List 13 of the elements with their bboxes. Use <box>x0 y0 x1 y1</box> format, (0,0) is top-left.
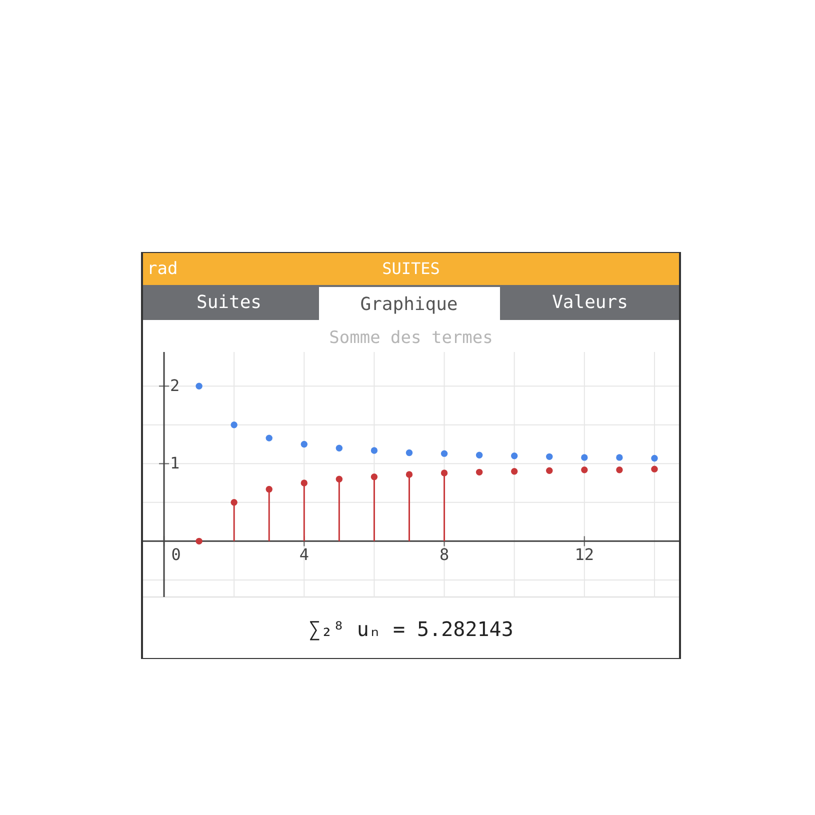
text: rad <box>147 259 178 279</box>
text: SUITES <box>382 259 440 278</box>
text: Valeurs <box>552 292 628 313</box>
text: Graphique <box>360 294 458 315</box>
x-tick-label: 8 <box>439 545 450 564</box>
text: Suites <box>196 292 262 313</box>
x-tick-label: 0 <box>171 545 181 564</box>
y-tick-label: 1 <box>170 454 180 473</box>
x-tick-label: 4 <box>299 545 309 564</box>
text: ∑₂⁸ uₙ = 5.282143 <box>308 617 514 641</box>
x-tick-label: 12 <box>574 545 594 564</box>
y-tick-label: 2 <box>170 376 180 396</box>
chart-title: Somme des termes <box>329 328 493 348</box>
